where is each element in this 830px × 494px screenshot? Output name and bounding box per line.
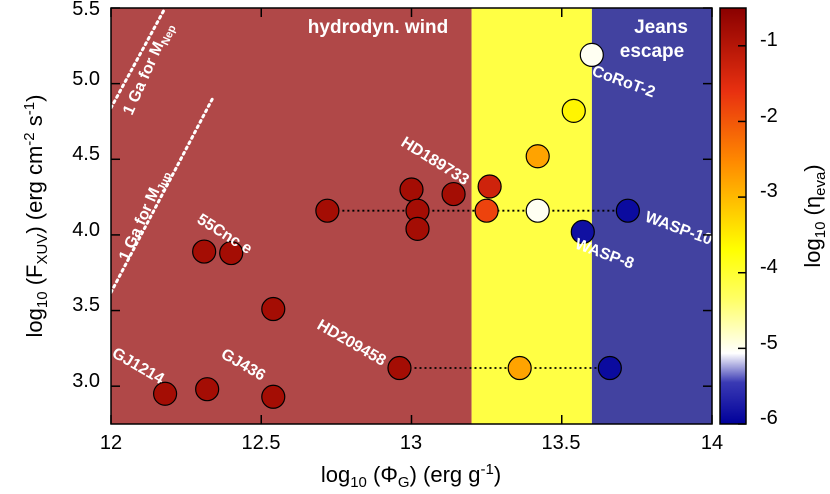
region-label-escape: escape [620, 41, 684, 62]
data-point-2 [261, 384, 286, 409]
x-tick-label-13: 13 [400, 432, 422, 454]
diagonal-line-0 [111, 8, 167, 110]
colorbar-ticks [738, 45, 746, 425]
cb-tick-label-5: -5 [760, 332, 778, 354]
data-point-6 [315, 198, 340, 223]
y-tick-label-4-5: 4.5 [72, 143, 100, 165]
data-point-3 [192, 239, 217, 264]
region-1 [591, 8, 712, 424]
y-tick-labels: 3.0 3.5 4.0 4.5 5.0 5.5 [72, 0, 100, 392]
cb-tick-label-2: -2 [760, 105, 778, 127]
y-tick-label-3-5: 3.5 [72, 294, 100, 316]
data-point-12 [474, 198, 499, 223]
region-labels: hydrodyn. wind Jeans escape [308, 17, 688, 62]
data-point-21 [597, 355, 622, 381]
data-point-19 [387, 355, 412, 381]
x-tick-label-12: 12 [100, 432, 122, 454]
data-point-5 [261, 296, 286, 322]
x-tick-label-13-5: 13.5 [542, 432, 581, 454]
data-point-13 [525, 198, 550, 223]
data-point-0 [152, 381, 178, 406]
data-point-17 [570, 219, 595, 244]
x-tick-label-12-5: 12.5 [242, 432, 281, 454]
diagonal-line-1 [111, 95, 215, 294]
region-label-hydrodyn-wind: hydrodyn. wind [308, 17, 448, 38]
data-point-4 [219, 240, 244, 266]
cb-tick-label-6: -6 [760, 407, 778, 429]
cb-tick-label-1: -1 [760, 29, 778, 51]
x-tick-labels: 12 12.5 13 13.5 14 [100, 432, 723, 454]
data-point-14 [525, 144, 550, 169]
data-point-15 [561, 98, 586, 123]
colorbar [719, 7, 747, 425]
axis-ticks [110, 7, 713, 424]
data-point-1 [195, 377, 220, 402]
region-label-jeans: Jeans [634, 17, 688, 38]
x-axis-title: log10 (ΦG) (erg g-1) [321, 461, 501, 491]
data-points [152, 42, 640, 409]
data-point-16 [579, 42, 604, 67]
data-point-11 [477, 174, 502, 199]
y-tick-label-3-0: 3.0 [72, 370, 100, 392]
data-point-7 [399, 177, 424, 202]
cb-tick-label-3: -3 [760, 180, 778, 202]
data-point-20 [507, 355, 532, 381]
y-tick-label-5-0: 5.0 [72, 68, 100, 90]
diagonal-lines [111, 8, 215, 294]
x-tick-label-14: 14 [701, 432, 723, 454]
y-tick-label-4-0: 4.0 [72, 219, 100, 241]
cb-tick-label-4: -4 [760, 256, 778, 278]
colorbar-title: log10 (ηeva) [800, 164, 829, 267]
data-point-10 [441, 181, 466, 207]
data-point-18 [615, 198, 640, 223]
y-tick-label-5-5: 5.5 [72, 0, 100, 20]
y-axis-title: log10 (FXUV) (erg cm-2 s-1) [21, 95, 51, 338]
data-point-9 [405, 216, 430, 241]
colorbar-tick-labels: -1 -2 -3 -4 -5 -6 [760, 29, 778, 429]
